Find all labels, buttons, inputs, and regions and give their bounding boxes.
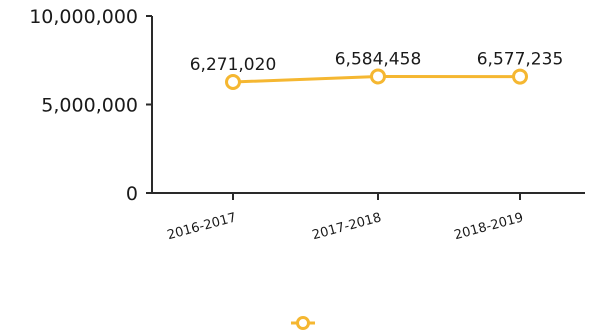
- legend-marker: [296, 316, 310, 330]
- y-ticks: 0 5,000,000 10,000,000: [29, 6, 152, 205]
- chart-axes: [151, 16, 585, 194]
- y-tick-label: 0: [126, 183, 138, 205]
- x-tick-label: 2017-2018: [311, 210, 383, 243]
- data-point: [512, 68, 528, 85]
- y-tick-label: 10,000,000: [29, 6, 138, 28]
- y-tick-label: 5,000,000: [41, 95, 138, 117]
- data-label: 6,584,458: [335, 49, 422, 69]
- x-tick-label: 2018-2019: [453, 210, 525, 243]
- data-label: 6,271,020: [190, 55, 277, 75]
- legend: [291, 316, 315, 330]
- series-layer: [225, 68, 528, 91]
- data-labels: 6,271,020 6,584,458 6,577,235: [190, 49, 564, 75]
- data-point: [225, 74, 241, 91]
- x-ticks: 2016-2017 2017-2018 2018-2019: [166, 193, 525, 243]
- x-tick-label: 2016-2017: [166, 210, 238, 243]
- data-point: [370, 68, 386, 85]
- data-label: 6,577,235: [477, 50, 564, 70]
